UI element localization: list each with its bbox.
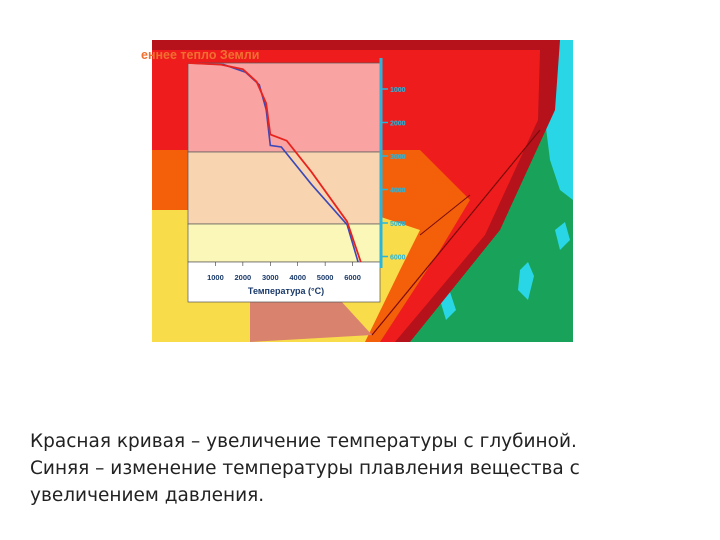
center-region (250, 300, 372, 342)
wedge-edge-line (371, 129, 541, 336)
temperature-tick-label: 1000 (207, 273, 224, 282)
depth-tick-label: 1000 (390, 87, 406, 94)
temperature-tick-label: 5000 (317, 273, 334, 282)
depth-tick-label: 5000 (390, 221, 406, 228)
temperature-axis-label: Температура (°C) (248, 286, 324, 296)
ice-patch (518, 262, 534, 300)
caption-line-2: Синяя – изменение температуры плавления … (30, 458, 580, 479)
earth-interior-figure: 1000 2000 3000 4000 5000 6000 1000 2000 3000 400… (141, 40, 573, 342)
caption-line-3: увеличением давления. (30, 485, 265, 506)
mantle-zone (187, 62, 381, 153)
depth-tick-label: 6000 (390, 255, 406, 262)
depth-scale-ticks: 1000 2000 3000 4000 5000 6000 (381, 87, 406, 262)
temperature-axis-ticks: 1000 2000 3000 4000 5000 6000 (207, 262, 361, 282)
caption-line-1: Красная кривая – увеличение температуры … (30, 431, 577, 452)
depth-tick-label: 4000 (390, 188, 406, 195)
ice-patch (555, 222, 570, 250)
inner-core-zone (187, 223, 381, 263)
temperature-curve (187, 62, 362, 263)
outer-core-zone (187, 151, 381, 225)
temperature-tick-label: 3000 (262, 273, 279, 282)
melting-temperature-curve (187, 62, 359, 263)
temperature-tick-label: 2000 (235, 273, 252, 282)
inner-boundary-line (419, 194, 471, 236)
temperature-tick-label: 4000 (289, 273, 306, 282)
figure-title: еннее тепло Земли (141, 48, 259, 62)
caption: Красная кривая – увеличение температуры … (30, 428, 690, 509)
depth-tick-label: 3000 (390, 154, 406, 161)
temperature-tick-label: 6000 (344, 273, 361, 282)
depth-tick-label: 2000 (390, 121, 406, 128)
axis-panel (187, 261, 381, 303)
